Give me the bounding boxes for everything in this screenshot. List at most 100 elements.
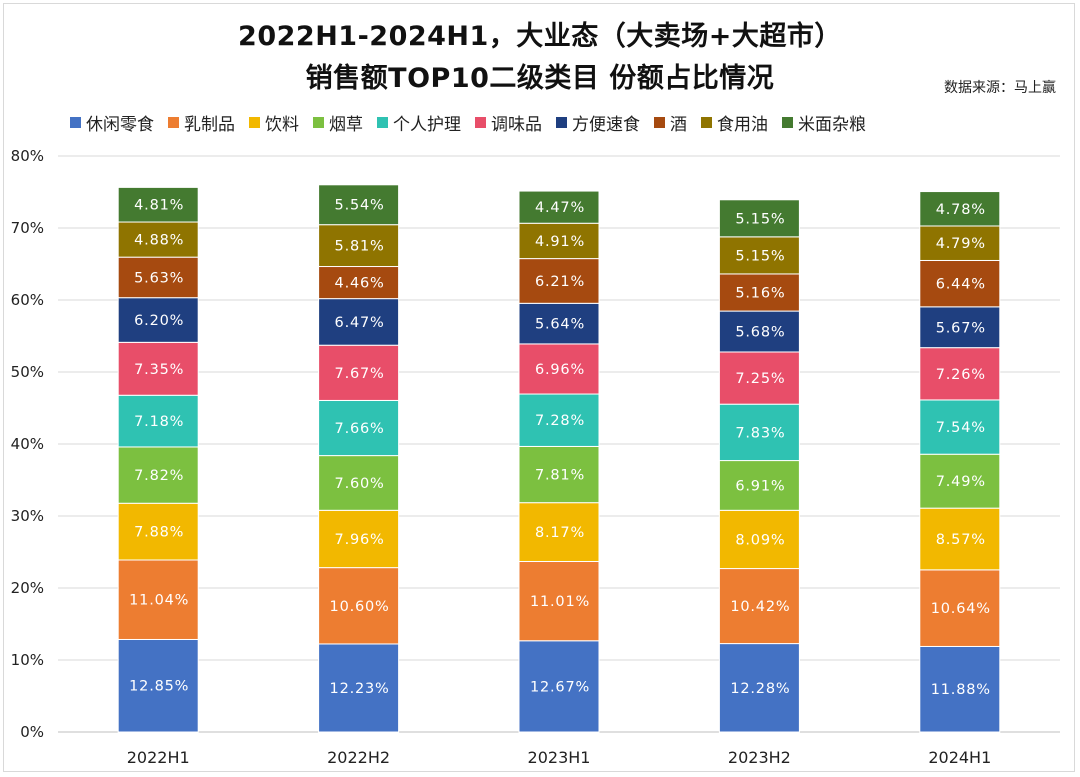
data-label: 10.64% — [931, 601, 991, 617]
data-label: 5.15% — [735, 248, 785, 264]
data-label: 8.57% — [936, 532, 986, 548]
y-tick-label: 30% — [11, 507, 44, 525]
data-label: 7.88% — [134, 525, 184, 541]
legend-label: 食用油 — [717, 114, 768, 135]
data-label: 6.91% — [735, 478, 785, 494]
bar-segment — [718, 310, 800, 353]
data-label: 12.28% — [730, 681, 790, 697]
data-label: 4.46% — [335, 276, 385, 292]
bar-segment — [718, 568, 800, 645]
bar-segment — [518, 393, 600, 447]
data-label: 11.01% — [530, 594, 590, 610]
y-tick-label: 10% — [11, 651, 44, 669]
data-label: 5.15% — [735, 211, 785, 227]
legend-label: 个人护理 — [393, 114, 461, 135]
chart-legend: 休闲零食 乳制品 饮料 烟草 个人护理 调味品 方便速食 酒 食用油 米面杂粮 — [70, 108, 866, 136]
bar-segment — [318, 298, 400, 346]
legend-item: 个人护理 — [377, 110, 461, 135]
bar-segment — [117, 638, 199, 733]
data-label: 4.88% — [134, 233, 184, 249]
bar-segment — [718, 509, 800, 570]
data-label: 7.83% — [735, 425, 785, 441]
legend-swatch — [701, 116, 712, 128]
bar-segment — [318, 643, 400, 733]
data-label: 11.88% — [931, 682, 991, 698]
x-tick-label: 2023H1 — [528, 748, 591, 767]
data-label: 5.54% — [335, 198, 385, 214]
data-label: 5.63% — [134, 270, 184, 286]
legend-swatch — [556, 116, 567, 128]
data-label: 12.85% — [129, 679, 189, 695]
data-label: 12.67% — [530, 679, 590, 695]
data-label: 7.81% — [535, 468, 585, 484]
bar-segment — [318, 567, 400, 645]
x-tick-label: 2022H2 — [327, 748, 390, 767]
legend-item: 乳制品 — [168, 110, 235, 135]
data-label: 7.66% — [335, 421, 385, 437]
bar-segment — [518, 502, 600, 563]
y-tick-label: 0% — [20, 723, 44, 741]
data-label: 5.81% — [335, 239, 385, 255]
legend-swatch — [377, 116, 388, 128]
data-label: 4.79% — [936, 236, 986, 252]
x-tick-label: 2023H2 — [728, 748, 791, 767]
legend-swatch — [654, 116, 665, 128]
legend-label: 休闲零食 — [86, 114, 154, 135]
bar-segment — [718, 236, 800, 275]
bar-segment — [718, 199, 800, 238]
legend-item: 饮料 — [249, 110, 299, 135]
legend-label: 烟草 — [329, 114, 363, 135]
bar-segment — [718, 643, 800, 733]
legend-item: 米面杂粮 — [782, 110, 866, 135]
bar-segment — [919, 569, 1001, 647]
bar-segment — [117, 221, 199, 258]
data-label: 10.60% — [330, 599, 390, 615]
data-label: 5.68% — [735, 325, 785, 341]
data-label: 5.16% — [735, 286, 785, 302]
chart-title-line1: 2022H1-2024H1，大业态（大卖场+大超市） — [238, 21, 842, 52]
data-label: 6.96% — [535, 362, 585, 378]
legend-item: 酒 — [654, 110, 687, 135]
data-label: 8.09% — [735, 532, 785, 548]
legend-label: 调味品 — [491, 114, 542, 135]
bar-segment — [117, 341, 199, 396]
legend-swatch — [249, 116, 260, 128]
data-label: 7.82% — [134, 468, 184, 484]
data-label: 7.60% — [335, 476, 385, 492]
legend-item: 食用油 — [701, 110, 768, 135]
bar-segment — [318, 455, 400, 511]
y-tick-label: 50% — [11, 363, 44, 381]
legend-swatch — [70, 116, 81, 128]
bar-segment — [518, 258, 600, 304]
data-label: 7.25% — [735, 371, 785, 387]
data-label: 7.26% — [936, 367, 986, 383]
bar-segment — [718, 351, 800, 405]
legend-swatch — [782, 116, 793, 128]
y-tick-label: 20% — [11, 579, 44, 597]
bar-segment — [518, 640, 600, 733]
bar-segment — [518, 445, 600, 504]
y-tick-label: 70% — [11, 219, 44, 237]
data-label: 5.64% — [535, 317, 585, 333]
legend-swatch — [168, 116, 179, 128]
legend-label: 饮料 — [265, 114, 299, 135]
bar-segment — [718, 273, 800, 312]
bar-segment — [318, 509, 400, 569]
bar-segment — [117, 186, 199, 223]
y-tick-label: 80% — [11, 147, 44, 165]
bar-segment — [919, 306, 1001, 349]
bar-segment — [318, 344, 400, 401]
x-tick-label: 2022H1 — [127, 748, 190, 767]
data-label: 6.21% — [535, 274, 585, 290]
bar-segment — [318, 266, 400, 300]
bar-segment — [518, 561, 600, 642]
data-label: 10.42% — [730, 599, 790, 615]
legend-item: 方便速食 — [556, 110, 640, 135]
data-label: 7.67% — [335, 366, 385, 382]
bar-segment — [117, 256, 199, 299]
bar-segment — [718, 403, 800, 462]
bar-segment — [117, 559, 199, 640]
data-label: 6.47% — [335, 315, 385, 331]
bar-segment — [318, 224, 400, 268]
